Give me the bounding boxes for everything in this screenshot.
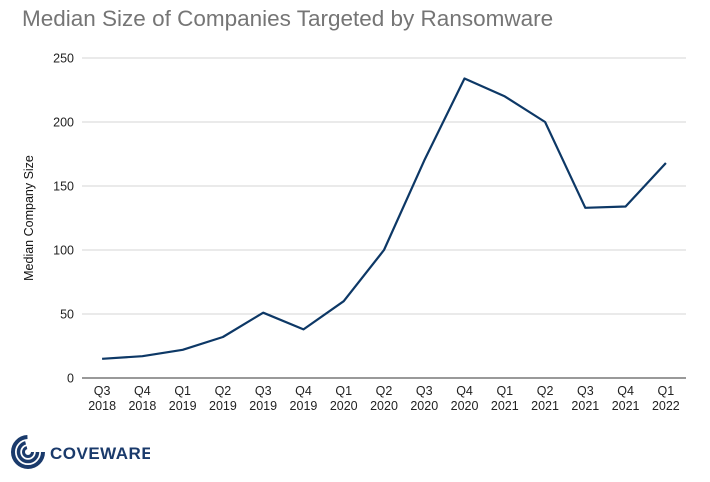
y-tick-label: 50	[60, 308, 74, 322]
x-tick-label: Q4 2018	[128, 384, 156, 413]
x-tick-label: Q4 2019	[290, 384, 318, 413]
x-tick-label: Q3 2020	[410, 384, 438, 413]
x-tick-label: Q1 2021	[491, 384, 519, 413]
x-tick-label: Q1 2020	[330, 384, 358, 413]
x-tick-label: Q3 2018	[88, 384, 116, 413]
line-chart: 0 50 100 150 200 250 Q3 2018 Q4 2018 Q1 2019 Q2 2019…	[22, 52, 686, 413]
x-tick-label: Q2 2021	[531, 384, 559, 413]
x-tick-label: Q1 2022	[652, 384, 680, 413]
series-line	[102, 77, 667, 360]
y-tick-label: 150	[53, 180, 74, 194]
gridlines	[82, 57, 686, 315]
x-tick-label: Q4 2020	[451, 384, 479, 413]
y-tick-label: 0	[67, 372, 74, 386]
y-tick-label: 200	[53, 116, 74, 130]
y-tick-label: 100	[53, 244, 74, 258]
x-tick-label: Q2 2020	[370, 384, 398, 413]
x-tick-label: Q3 2021	[571, 384, 599, 413]
x-axis-ticks: Q3 2018 Q4 2018 Q1 2019 Q2 2019 Q3 2019 Q4 2019 Q1 20…	[88, 384, 680, 413]
coveware-logo: COVEWARE	[11, 435, 150, 469]
y-tick-label: 250	[53, 52, 74, 66]
y-axis-ticks: 0 50 100 150 200 250	[53, 52, 74, 386]
chart-title: Median Size of Companies Targeted by Ran…	[22, 6, 554, 31]
spiral-logo-icon	[11, 435, 45, 469]
brand-name: COVEWARE	[50, 444, 150, 463]
x-tick-label: Q2 2019	[209, 384, 237, 413]
x-tick-label: Q1 2019	[169, 384, 197, 413]
y-axis-label: Median Company Size	[22, 155, 36, 281]
x-tick-label: Q4 2021	[612, 384, 640, 413]
x-tick-label: Q3 2019	[249, 384, 277, 413]
